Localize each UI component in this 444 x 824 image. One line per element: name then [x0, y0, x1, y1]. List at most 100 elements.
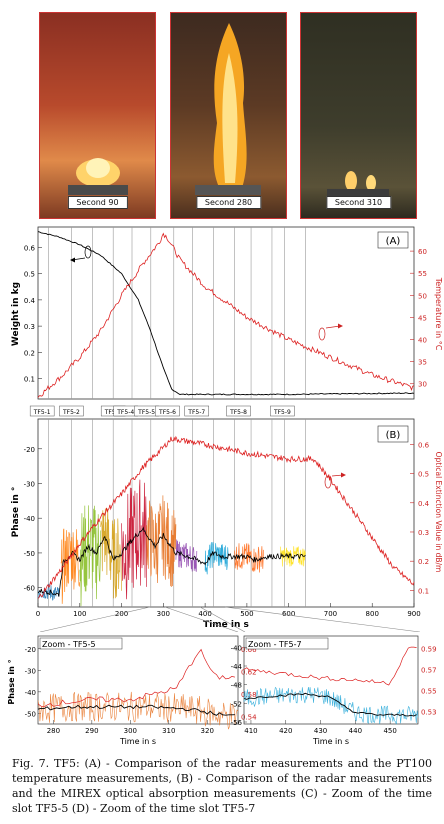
panel-c-yticks-right: 0.660.620.580.54 — [241, 646, 257, 721]
panel-b-ylabel: Phase in ° — [11, 487, 21, 538]
panel-d-yticks-right: 0.59 0.57 0.55 0.53 — [421, 646, 437, 717]
panel-a-frame — [37, 226, 415, 400]
panel-a-series — [37, 231, 415, 398]
panel-b-series — [37, 435, 415, 599]
tick-label: -20 — [24, 446, 35, 454]
zoom-connector — [224, 606, 421, 632]
figure-main-chart: Weight in kg Temperature in °C 0.6 0.5 0.4… — [11, 226, 443, 632]
phase-noise-band — [279, 546, 306, 567]
tick-label: 310 — [162, 727, 175, 735]
panel-a-yticks-left: 0.6 0.5 0.4 0.3 0.2 0.1 — [24, 244, 42, 384]
panel-c-title-box — [39, 637, 123, 650]
fire-fading-image — [327, 171, 389, 197]
panel-a-annotation-arrows — [70, 245, 343, 341]
phase-noise-band — [146, 495, 177, 588]
tick-label: 55 — [418, 270, 427, 278]
photo-caption: Second 310 — [325, 196, 392, 209]
zoom-connector — [39, 606, 151, 632]
panel-a-ylabel: Weight in kg — [11, 282, 21, 346]
tick-label: 35 — [418, 359, 427, 367]
tick-label: -20 — [25, 646, 36, 654]
tick-label: -50 — [24, 550, 35, 558]
panel-c-xlabel: Time in s — [119, 737, 156, 746]
tick-label: 0.4 — [418, 500, 430, 508]
tick-label: 290 — [85, 727, 98, 735]
tick-label: 0.59 — [421, 646, 437, 654]
slot-label-box — [270, 405, 295, 417]
slot-label: TF5-3 — [104, 409, 122, 416]
slot-label: TF5-9 — [273, 409, 291, 416]
tick-label: 450 — [383, 727, 396, 735]
figure-caption: Fig. 7. TF5: (A) - Comparison of the rad… — [12, 757, 432, 815]
panel-c-yticks-left: -20 -30 -40 -50 — [25, 646, 41, 718]
panel-b-yticks-right: 0.6 0.5 0.4 0.3 0.2 0.1 — [410, 441, 430, 595]
tick-label: 280 — [47, 727, 60, 735]
panel-b-tag-box — [377, 425, 409, 443]
panel-a-tag: (A) — [386, 236, 401, 247]
photo-caption: Second 280 — [195, 196, 262, 209]
panel-c-ylabel: Phase in ° — [7, 659, 16, 704]
tick-label: 0.54 — [241, 713, 257, 721]
tick-label: 0.5 — [418, 471, 429, 479]
tick-label: 440 — [349, 727, 362, 735]
tick-label: 0.6 — [24, 244, 36, 252]
panel-d-title: Zoom - TF5-7 — [248, 640, 302, 649]
tick-label: 0.4 — [24, 297, 36, 305]
phase-mean-line — [37, 526, 306, 597]
fire-large-image — [195, 23, 261, 195]
panel-b-phase-bands — [37, 479, 306, 607]
photo-second-310: Second 310 — [300, 12, 417, 219]
panel-b-ylabel-right: Optical Extinction Value in dB/m — [434, 452, 443, 573]
slot-label: TF5-2 — [62, 409, 80, 416]
slot-label: TF5-7 — [187, 409, 205, 416]
panel-b-yticks-left: -20 -30 -40 -50 -60 — [24, 446, 42, 593]
slot-label-box — [59, 405, 84, 417]
tick-label: 430 — [314, 727, 327, 735]
slot-label: TF5-6 — [158, 409, 176, 416]
tick-label: 0.53 — [421, 709, 437, 717]
panel-c-xticks: 280 290 300 310 320 — [47, 720, 214, 735]
tick-label: 0.62 — [241, 669, 257, 677]
tick-label: 700 — [324, 610, 337, 618]
tick-label: 300 — [157, 610, 170, 618]
phase-noise-band — [234, 543, 264, 573]
tick-label: 0.3 — [24, 323, 35, 331]
photo-caption: Second 90 — [67, 196, 128, 209]
zoom-connector — [199, 606, 246, 632]
tick-label: 0.3 — [418, 529, 429, 537]
tick-label: 0.55 — [421, 688, 437, 696]
tick-label: 410 — [244, 727, 257, 735]
phase-noise-band — [37, 691, 239, 730]
panel-d-yticks-left: -40 -44 -48 -52 -56 — [231, 644, 247, 727]
slot-label-box — [226, 405, 251, 417]
weight-line — [37, 231, 415, 396]
tick-label: 40 — [418, 337, 427, 345]
zoom-connector — [164, 606, 239, 632]
phase-noise-band — [121, 479, 147, 600]
tick-label: -60 — [24, 585, 35, 593]
tick-label: 0.1 — [418, 587, 429, 595]
tick-label: 900 — [407, 610, 420, 618]
tick-label: 30 — [418, 381, 427, 389]
figure-zoom-charts: Zoom - TF5-5 Phase in ° -20 -30 -40 -50 0.6… — [7, 635, 437, 746]
phase-noise-band — [175, 539, 198, 572]
tick-label: 600 — [282, 610, 295, 618]
slot-label: TF5-1 — [33, 409, 51, 416]
tick-label: 45 — [418, 314, 427, 322]
panel-a-yticks-right: 60 55 50 45 40 35 30 — [410, 248, 427, 389]
tick-label: -50 — [25, 710, 36, 718]
tick-label: -30 — [24, 480, 35, 488]
tick-label: 0 — [36, 610, 40, 618]
tick-label: 400 — [198, 610, 211, 618]
tick-label: 0.57 — [421, 667, 437, 675]
slot-label-box — [155, 405, 180, 417]
extinction-line — [37, 648, 235, 708]
panel-b-tag: (B) — [386, 430, 401, 441]
tick-label: 0.6 — [418, 441, 430, 449]
photo-second-280: Second 280 — [170, 12, 287, 219]
tick-label: 0.5 — [24, 271, 35, 279]
phase-noise-band — [243, 686, 419, 725]
tick-label: 500 — [240, 610, 253, 618]
panel-a-ylabel-right: Temperature in °C — [434, 277, 443, 351]
